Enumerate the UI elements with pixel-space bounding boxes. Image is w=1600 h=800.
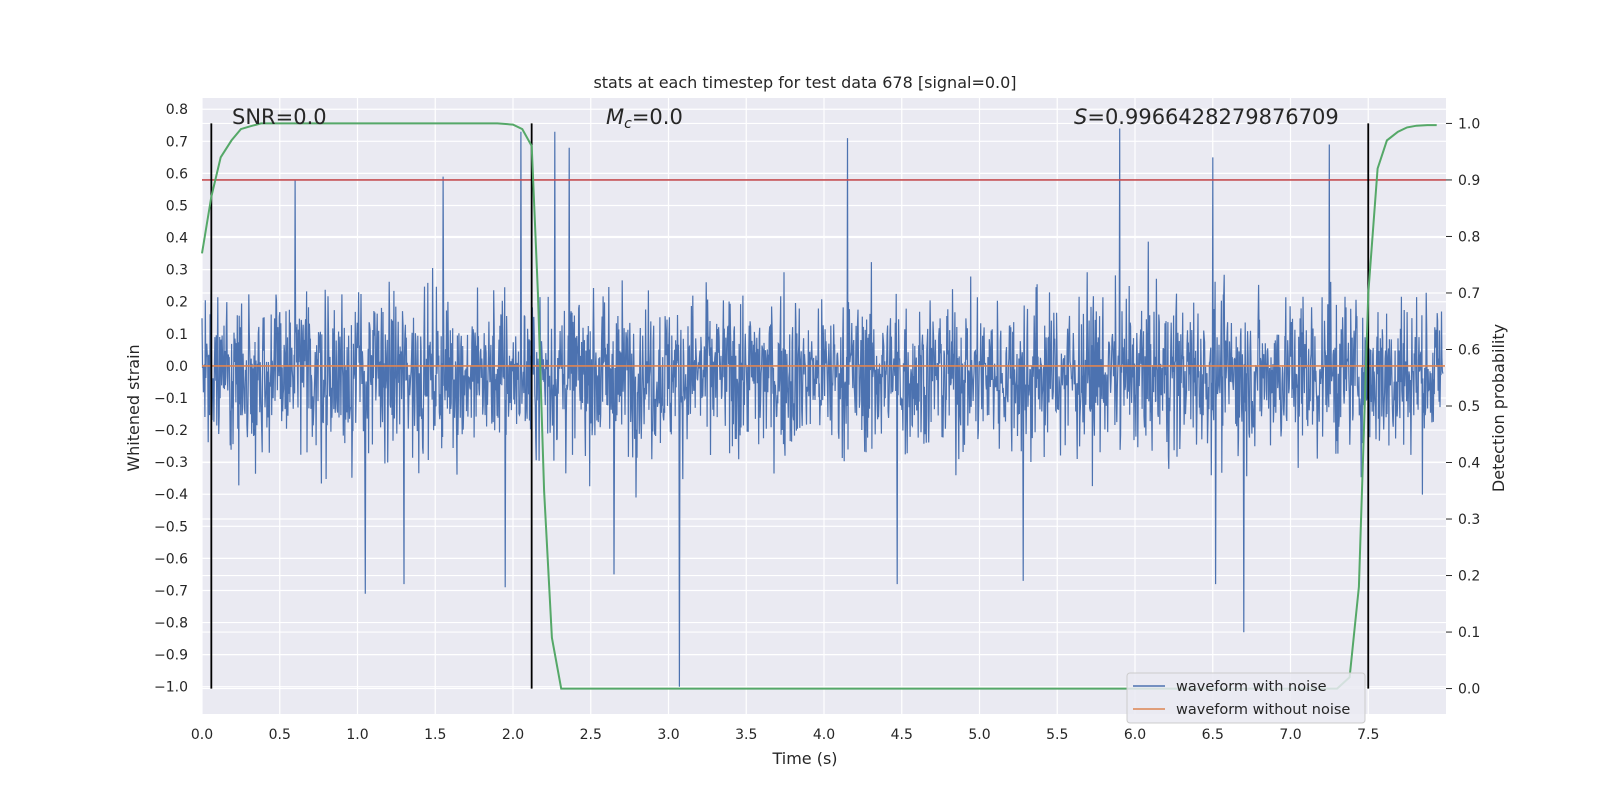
y-tick-label: −0.2	[154, 423, 188, 439]
s-statistic-annotation: S=0.9966428279876709	[1074, 105, 1339, 129]
x-tick-label: 4.5	[891, 727, 913, 743]
y-tick-label: −0.3	[154, 455, 188, 471]
x-axis-label: Time (s)	[771, 749, 837, 768]
y-tick-label: 0.6	[166, 166, 188, 182]
chirp-mass-subscript: c	[624, 116, 632, 132]
x-tick-label: 2.5	[580, 727, 602, 743]
x-tick-label: 3.5	[735, 727, 757, 743]
chart-title: stats at each timestep for test data 678…	[593, 73, 1016, 92]
detection-vertical-lines	[210, 123, 1370, 689]
x-tick-label: 0.0	[191, 727, 213, 743]
x-tick-label: 7.0	[1279, 727, 1301, 743]
detection-probability-path	[201, 122, 1437, 690]
y2-tick-label: 0.2	[1458, 569, 1480, 585]
y-tick-label: −0.8	[154, 616, 188, 632]
x-tick-label: 5.5	[1046, 727, 1068, 743]
y2-tick-label: 0.3	[1458, 512, 1480, 528]
y-tick-label: −0.7	[154, 583, 188, 599]
y2-tick-label: 0.5	[1458, 399, 1480, 415]
y-axis-label: Whitened strain	[124, 344, 143, 471]
plot-area	[201, 98, 1446, 714]
y2-axis-label: Detection probability	[1489, 324, 1508, 492]
snr-annotation: SNR=0.0	[232, 105, 327, 129]
x-tick-label: 1.5	[424, 727, 446, 743]
detection-probability-line	[201, 122, 1437, 690]
y-tick-label: −0.1	[154, 391, 188, 407]
waveform-with-noise-trace	[201, 128, 1444, 687]
x-tick-label: 6.5	[1202, 727, 1224, 743]
y-tick-label: −1.0	[154, 680, 188, 696]
y-tick-label: −0.9	[154, 648, 188, 664]
legend-frame	[1126, 672, 1366, 724]
y2-tick-label: 0.9	[1458, 173, 1480, 189]
legend-label-clean: waveform without noise	[1176, 702, 1350, 718]
y-tick-label: 0.5	[166, 198, 188, 214]
y2-tick-label: 0.7	[1458, 286, 1480, 302]
y-tick-label: −0.4	[154, 487, 188, 503]
annotations: SNR=0.0 Mc=0.0 S=0.9966428279876709	[232, 105, 1339, 132]
x-tick-label: 1.0	[346, 727, 368, 743]
chirp-mass-annotation: Mc=0.0	[606, 105, 683, 132]
y2-axis-ticks: 1.0 0.9 0.8 0.7 0.6 0.5 0.4 0.3 0.2 0.1 0.0	[1446, 116, 1480, 698]
x-tick-label: 6.0	[1124, 727, 1146, 743]
y-tick-label: 0.8	[166, 102, 188, 118]
y-tick-label: 0.7	[166, 134, 188, 150]
waveform-with-noise-path	[201, 128, 1444, 687]
x-tick-label: 0.5	[269, 727, 291, 743]
y2-tick-label: 0.4	[1458, 456, 1480, 472]
chirp-mass-symbol: M	[606, 105, 624, 129]
x-tick-label: 5.0	[968, 727, 990, 743]
y2-tick-label: 0.6	[1458, 342, 1480, 358]
y-tick-label: −0.6	[154, 551, 188, 567]
y2-tick-label: 0.1	[1458, 625, 1480, 641]
legend-label-noise: waveform with noise	[1176, 679, 1327, 695]
x-tick-label: 2.0	[502, 727, 524, 743]
chirp-mass-value: =0.0	[632, 105, 683, 129]
y2-tick-label: 0.8	[1458, 229, 1480, 245]
y-tick-label: 0.3	[166, 263, 188, 279]
x-tick-label: 3.0	[657, 727, 679, 743]
y-tick-label: 0.4	[166, 231, 188, 247]
s-statistic-value: =0.9966428279876709	[1087, 105, 1338, 129]
x-tick-label: 7.5	[1357, 727, 1379, 743]
y-tick-label: −0.5	[154, 519, 188, 535]
legend: waveform with noise waveform without noi…	[1126, 672, 1366, 724]
y-axis-ticks: 0.8 0.7 0.6 0.5 0.4 0.3 0.2 0.1 0.0 −0.1 −0.2 −0.3 −…	[154, 102, 188, 696]
y-tick-label: 0.2	[166, 295, 188, 311]
x-tick-label: 4.0	[813, 727, 835, 743]
s-statistic-symbol: S	[1074, 105, 1087, 129]
x-axis-ticks: 0.0 0.5 1.0 1.5 2.0 2.5 3.0 3.5 4.0 4.5 5.0 5.5 6.0 6…	[191, 727, 1380, 743]
y-tick-label: 0.1	[166, 327, 188, 343]
y2-tick-label: 0.0	[1458, 682, 1480, 698]
y-tick-label: 0.0	[166, 359, 188, 375]
y2-tick-label: 1.0	[1458, 116, 1480, 132]
